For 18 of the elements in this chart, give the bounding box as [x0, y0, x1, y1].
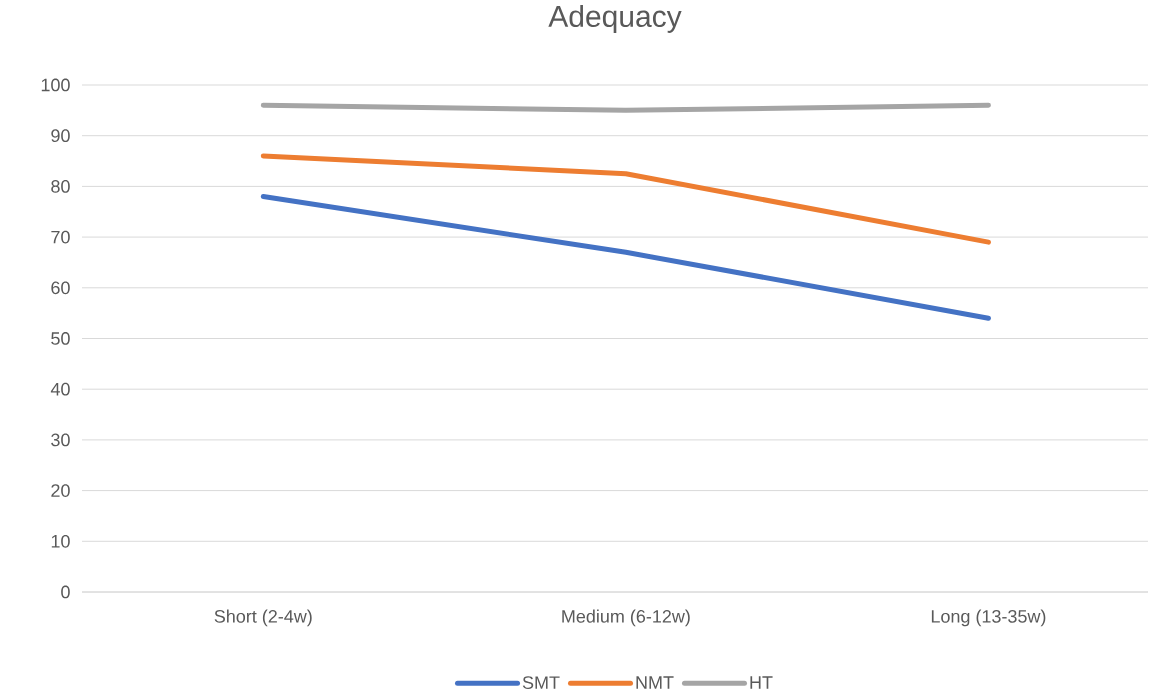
legend-label: SMT [522, 676, 560, 689]
y-tick-label: 80 [51, 179, 70, 193]
x-tick-label: Long (13-35w) [931, 609, 1046, 627]
x-tick-label: Medium (6-12w) [562, 609, 690, 627]
chart-title: Adequacy [548, 4, 682, 33]
y-tick-label: 60 [51, 281, 70, 295]
y-tick-label: 0 [61, 585, 70, 599]
y-tick-label: 70 [51, 230, 70, 244]
y-tick-label: 100 [41, 78, 70, 92]
legend-label: NMT [636, 676, 674, 689]
y-tick-label: 10 [51, 534, 70, 548]
y-tick-label: 30 [51, 433, 70, 447]
x-tick-label: Short (2-4w) [214, 609, 312, 627]
y-tick-label: 90 [51, 129, 70, 142]
y-tick-label: 20 [51, 484, 70, 497]
legend-label: HT [750, 676, 773, 689]
y-tick-label: 40 [50, 382, 70, 396]
y-tick-label: 50 [51, 331, 70, 345]
